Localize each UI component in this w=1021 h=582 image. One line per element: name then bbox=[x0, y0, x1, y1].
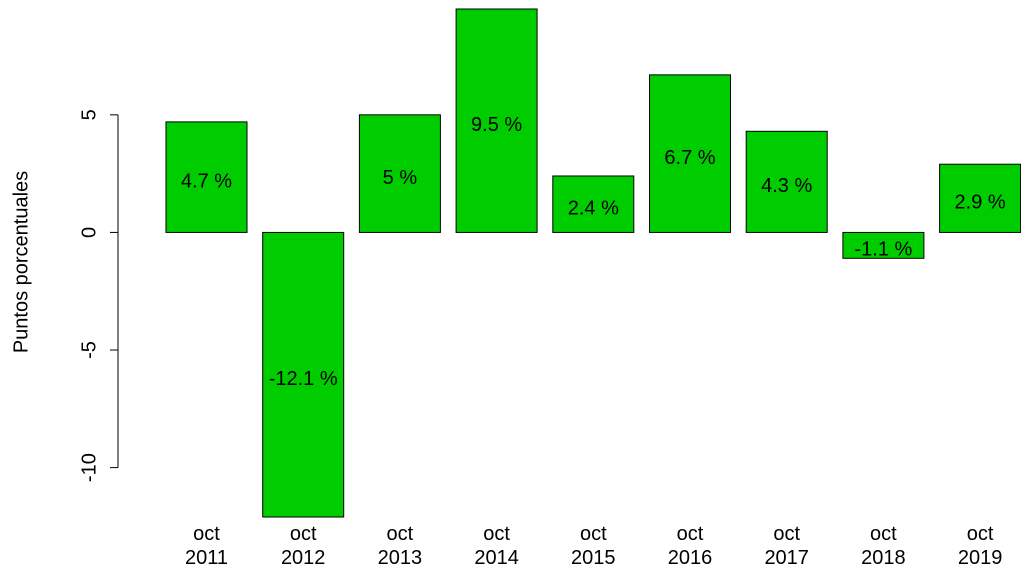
x-tick-label: oct 2014 bbox=[474, 523, 519, 569]
bar bbox=[455, 8, 538, 233]
y-tick-label: -5 bbox=[78, 341, 100, 359]
value-label: 9.5 % bbox=[471, 114, 522, 136]
value-label: 5 % bbox=[383, 167, 418, 189]
x-tick-label: oct 2011 bbox=[184, 523, 228, 569]
bar bbox=[649, 74, 731, 233]
x-tick-label: oct 2012 bbox=[280, 523, 326, 569]
value-label: 2.9 % bbox=[955, 192, 1006, 214]
bar bbox=[552, 175, 635, 233]
bar bbox=[262, 231, 345, 518]
value-label: 2.4 % bbox=[568, 197, 619, 219]
bar bbox=[358, 114, 441, 233]
value-label: 4.7 % bbox=[181, 170, 232, 192]
bar bbox=[842, 231, 925, 259]
x-tick-label: oct 2019 bbox=[957, 523, 1003, 569]
x-tick-label: oct 2018 bbox=[861, 523, 906, 569]
value-label: 6.7 % bbox=[664, 147, 715, 169]
y-tick-label: 0 bbox=[78, 227, 100, 238]
bar bbox=[939, 163, 1021, 233]
x-tick-label: oct 2013 bbox=[377, 523, 423, 569]
x-tick-label: oct 2015 bbox=[571, 523, 616, 569]
y-tick-label: -10 bbox=[78, 453, 100, 482]
value-label: -1.1 % bbox=[854, 239, 912, 261]
value-label: -12.1 % bbox=[269, 368, 338, 390]
y-tick-label: 5 bbox=[78, 109, 100, 120]
bar bbox=[745, 130, 828, 233]
value-label: 4.3 % bbox=[761, 175, 812, 197]
x-tick-label: oct 2016 bbox=[667, 523, 713, 569]
y-axis-label: Puntos porcentuales bbox=[10, 171, 32, 353]
x-tick-label: oct 2017 bbox=[764, 523, 809, 569]
bar bbox=[165, 121, 248, 233]
